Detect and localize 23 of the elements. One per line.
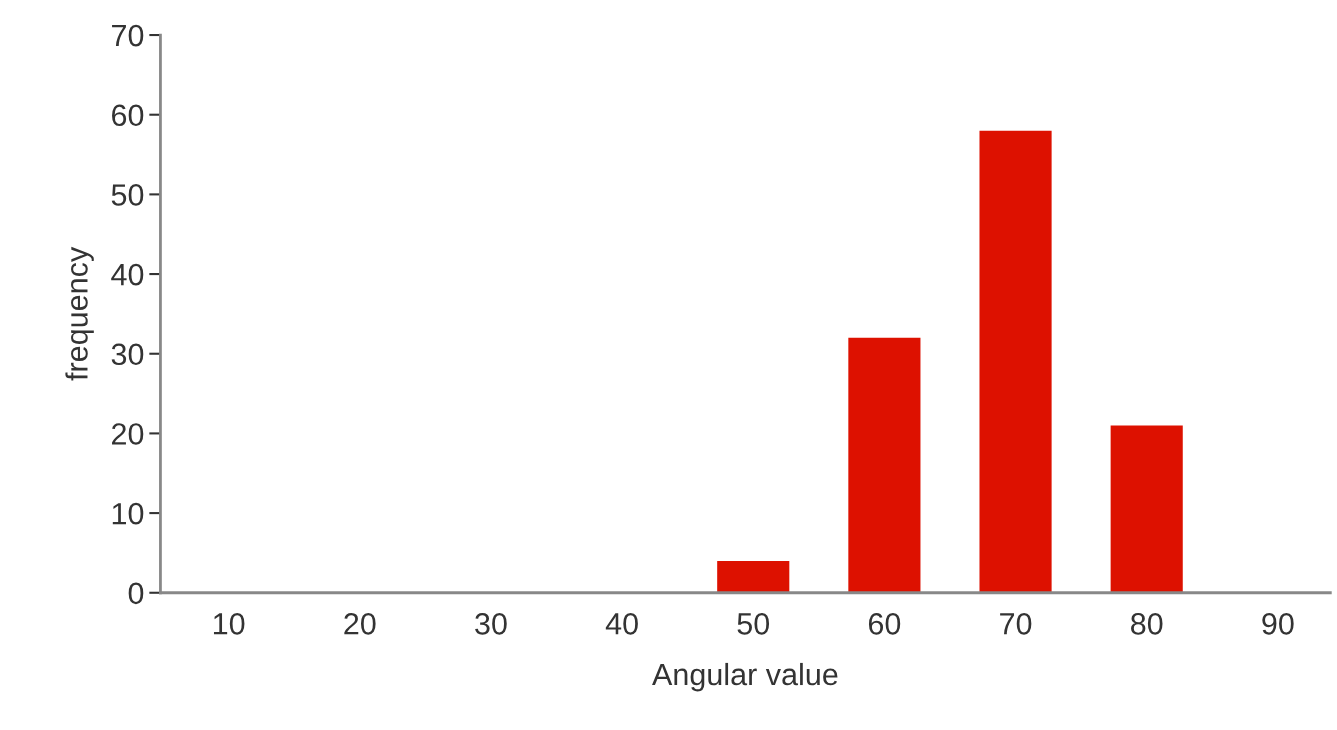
y-tick-label: 0 (128, 582, 144, 605)
bar (848, 337, 921, 593)
x-tick-label: 80 (1131, 613, 1163, 635)
x-tick-label: 90 (1262, 613, 1294, 635)
y-tick-label: 30 (111, 343, 144, 366)
x-tick-label: 10 (213, 613, 245, 635)
x-tick-label: 70 (1000, 613, 1032, 635)
x-tick-label: 40 (605, 613, 638, 635)
bar (979, 130, 1052, 593)
x-axis-title: Angular value (652, 662, 838, 692)
x-tick-label: 50 (737, 613, 770, 635)
y-tick-label: 20 (112, 423, 144, 445)
y-tick-label: 60 (112, 104, 144, 127)
x-tick-label: 60 (868, 613, 901, 635)
y-tick-label: 10 (112, 502, 144, 525)
y-tick-label: 40 (111, 263, 144, 286)
bar (717, 560, 790, 593)
bar (1110, 425, 1183, 593)
y-tick-label: 50 (111, 184, 144, 206)
x-tick-label: 30 (475, 613, 507, 635)
y-tick-label: 70 (112, 24, 144, 47)
x-tick-label: 20 (344, 613, 376, 635)
y-axis-title: frequency (65, 246, 94, 381)
